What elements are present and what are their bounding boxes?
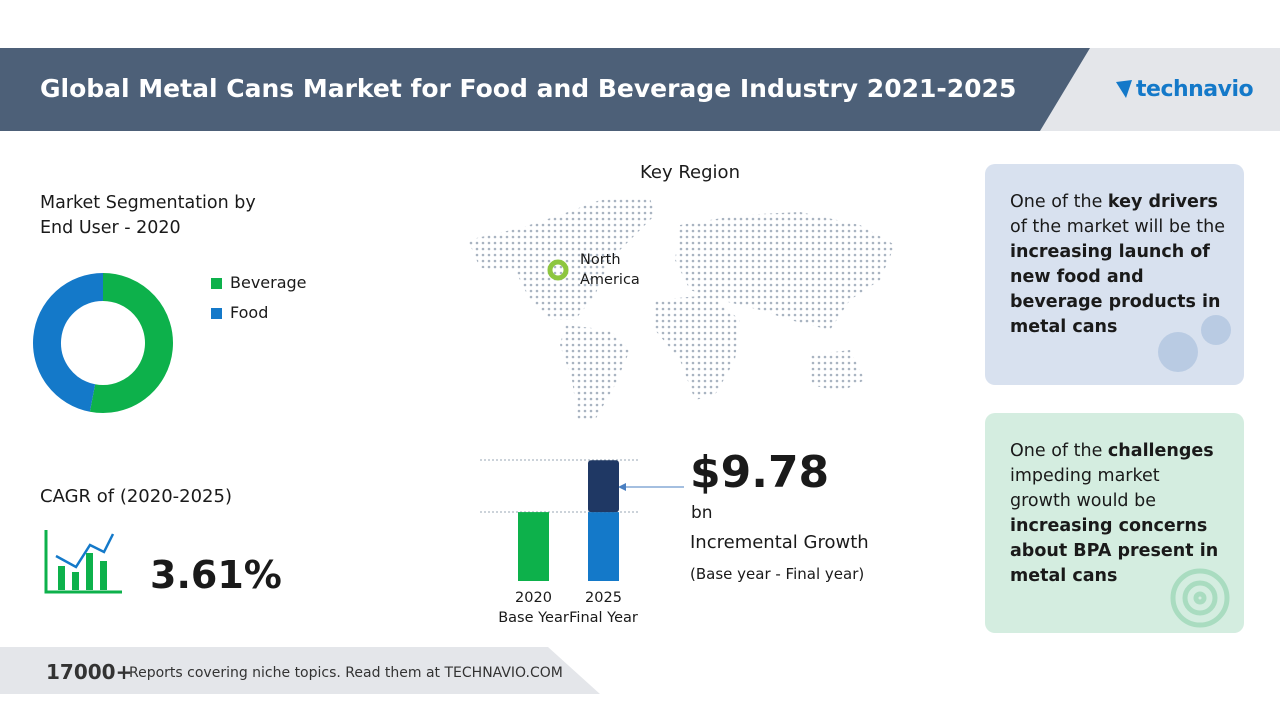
bar-year: 2020 xyxy=(515,590,552,606)
growth-bars xyxy=(518,460,619,581)
text: One of the xyxy=(1010,192,1108,212)
growth-caption: Incremental Growth xyxy=(690,532,869,553)
legend-swatch xyxy=(211,308,222,319)
text-bold: challenges xyxy=(1107,441,1214,461)
region-label: North America xyxy=(580,252,640,288)
legend-label: Beverage xyxy=(230,273,307,292)
bar-base xyxy=(588,512,619,581)
logo-band xyxy=(1040,48,1280,131)
segmentation-title: Market Segmentation by End User - 2020 xyxy=(40,193,256,238)
bar-label: Final Year xyxy=(569,610,638,626)
bar-year: 2025 xyxy=(585,590,622,606)
text-bold: increasing concerns about BPA present in… xyxy=(1010,516,1219,586)
logo-icon xyxy=(1116,80,1132,98)
bar-base xyxy=(518,512,549,581)
bar-label: Base Year xyxy=(498,610,569,626)
bar-increment xyxy=(588,460,619,513)
challenges-text: One of the challenges impeding market gr… xyxy=(985,413,1244,633)
legend-label: Food xyxy=(230,303,269,322)
legend-swatch xyxy=(211,278,222,289)
key-region-title: Key Region xyxy=(640,162,740,183)
title: Global Metal Cans Market for Food and Be… xyxy=(40,74,1017,103)
footer-text: Reports covering niche topics. Read them… xyxy=(129,665,563,681)
footer-band xyxy=(0,647,600,694)
cagr-icon-line xyxy=(55,533,115,569)
growth-note: (Base year - Final year) xyxy=(690,565,865,583)
text: impeding market growth would be xyxy=(1010,466,1160,511)
cagr-label: CAGR of (2020-2025) xyxy=(40,486,232,507)
world-map xyxy=(468,198,895,420)
donut-slice xyxy=(33,273,104,412)
drivers-panel xyxy=(985,164,1244,385)
text-bold: increasing launch of new food and bevera… xyxy=(1010,242,1221,337)
pointer-head xyxy=(618,483,626,491)
unit: bn xyxy=(691,503,713,523)
donut-slice xyxy=(89,273,173,413)
drivers-text: One of the key drivers of the market wil… xyxy=(985,164,1244,385)
cagr-icon-bars xyxy=(58,553,107,590)
cagr-icon xyxy=(44,530,122,594)
text-bold: key drivers xyxy=(1107,192,1218,212)
gear-icon xyxy=(1158,315,1231,372)
cagr-value: 3.61% xyxy=(150,553,282,597)
target-icon xyxy=(1170,568,1230,628)
increment-value: $9.78 xyxy=(690,447,830,498)
logo: technavio xyxy=(1136,77,1254,102)
text: One of the xyxy=(1010,441,1108,461)
text: of the market will be the xyxy=(1010,217,1225,237)
donut-chart xyxy=(33,273,173,413)
footer-count: 17000+ xyxy=(46,660,133,684)
region-marker xyxy=(547,259,569,281)
